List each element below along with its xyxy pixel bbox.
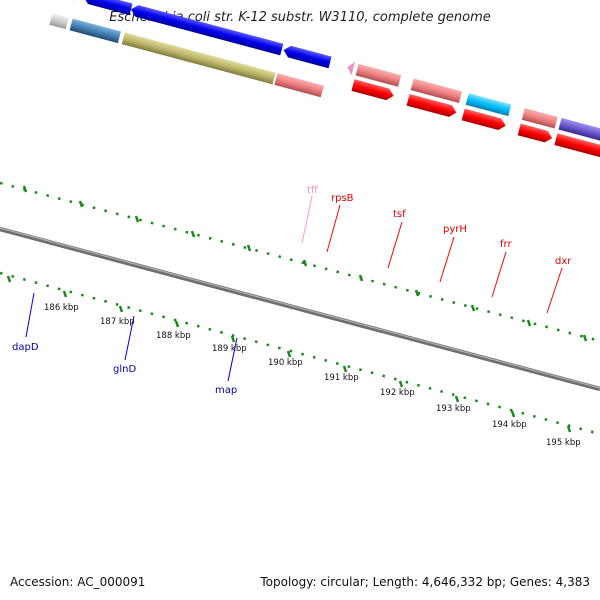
kbp-label-191: 191 kbp — [324, 373, 359, 383]
gene-blue-c[interactable] — [282, 44, 332, 69]
gene-red-e[interactable] — [554, 133, 600, 163]
gene-pyrH-box[interactable] — [465, 93, 512, 117]
gene-label-dapD[interactable]: dapD — [12, 342, 39, 353]
leader-frr — [491, 251, 507, 298]
gene-label-glnD[interactable]: glnD — [113, 364, 136, 375]
leader-tsf — [387, 221, 403, 269]
gene-label-tff[interactable]: tff — [307, 185, 319, 196]
outer-tick-track — [0, 181, 600, 343]
gene-left-edge-blue[interactable] — [57, 0, 81, 1]
outer-major-ticks — [22, 185, 588, 342]
gene-rpsB-rna[interactable] — [355, 63, 402, 87]
kbp-label-189: 189 kbp — [212, 344, 247, 354]
genome-summary: Topology: circular; Length: 4,646,332 bp… — [260, 575, 590, 589]
kbp-label-186: 186 kbp — [44, 303, 79, 313]
leader-glnD — [124, 315, 135, 361]
leader-dapD — [25, 292, 35, 338]
kbp-label-192: 192 kbp — [380, 388, 415, 398]
genome-backbone — [0, 226, 600, 392]
gene-blue-a[interactable] — [82, 0, 133, 16]
kbp-label-194: 194 kbp — [492, 420, 527, 430]
map-title: Escherichia coli str. K-12 substr. W3110… — [109, 10, 491, 25]
leader-rpsB — [326, 204, 341, 253]
gene-label-pyrH[interactable]: pyrH — [443, 224, 467, 235]
gene-red-c[interactable] — [461, 108, 508, 132]
gene-label-dxr[interactable]: dxr — [555, 256, 572, 267]
gene-tsf-rna[interactable] — [410, 78, 463, 103]
gene-label-tsf[interactable]: tsf — [393, 209, 406, 220]
leader-tff — [301, 195, 313, 244]
gene-label-frr[interactable]: frr — [500, 239, 512, 250]
gene-blue-b[interactable] — [129, 4, 284, 56]
gene-frr-rna[interactable] — [521, 108, 558, 129]
kbp-label-195: 195 kbp — [546, 438, 581, 448]
gene-grey[interactable] — [49, 13, 69, 30]
gene-red-a[interactable] — [351, 79, 395, 101]
inner-tick-track — [0, 271, 600, 436]
kbp-label-187: 187 kbp — [100, 317, 135, 327]
leader-map — [227, 337, 238, 382]
kbp-label-190: 190 kbp — [268, 358, 303, 368]
gene-map-rna[interactable] — [274, 73, 324, 98]
inner-major-ticks — [6, 275, 572, 433]
accession-label: Accession: AC_000091 — [10, 575, 146, 589]
feature-track — [49, 0, 600, 163]
gene-dxr-box[interactable] — [558, 117, 600, 149]
leader-pyrH — [439, 236, 455, 283]
leader-dxr — [546, 267, 563, 314]
gene-steel[interactable] — [69, 18, 121, 44]
gene-tff[interactable] — [346, 60, 356, 76]
gene-red-d[interactable] — [517, 123, 554, 144]
kbp-label-193: 193 kbp — [436, 404, 471, 414]
gene-label-map[interactable]: map — [215, 385, 237, 396]
gene-red-b[interactable] — [406, 93, 458, 118]
kbp-label-188: 188 kbp — [156, 331, 191, 341]
gene-glnD-box[interactable] — [121, 32, 276, 85]
gene-label-rpsB[interactable]: rpsB — [331, 193, 354, 204]
